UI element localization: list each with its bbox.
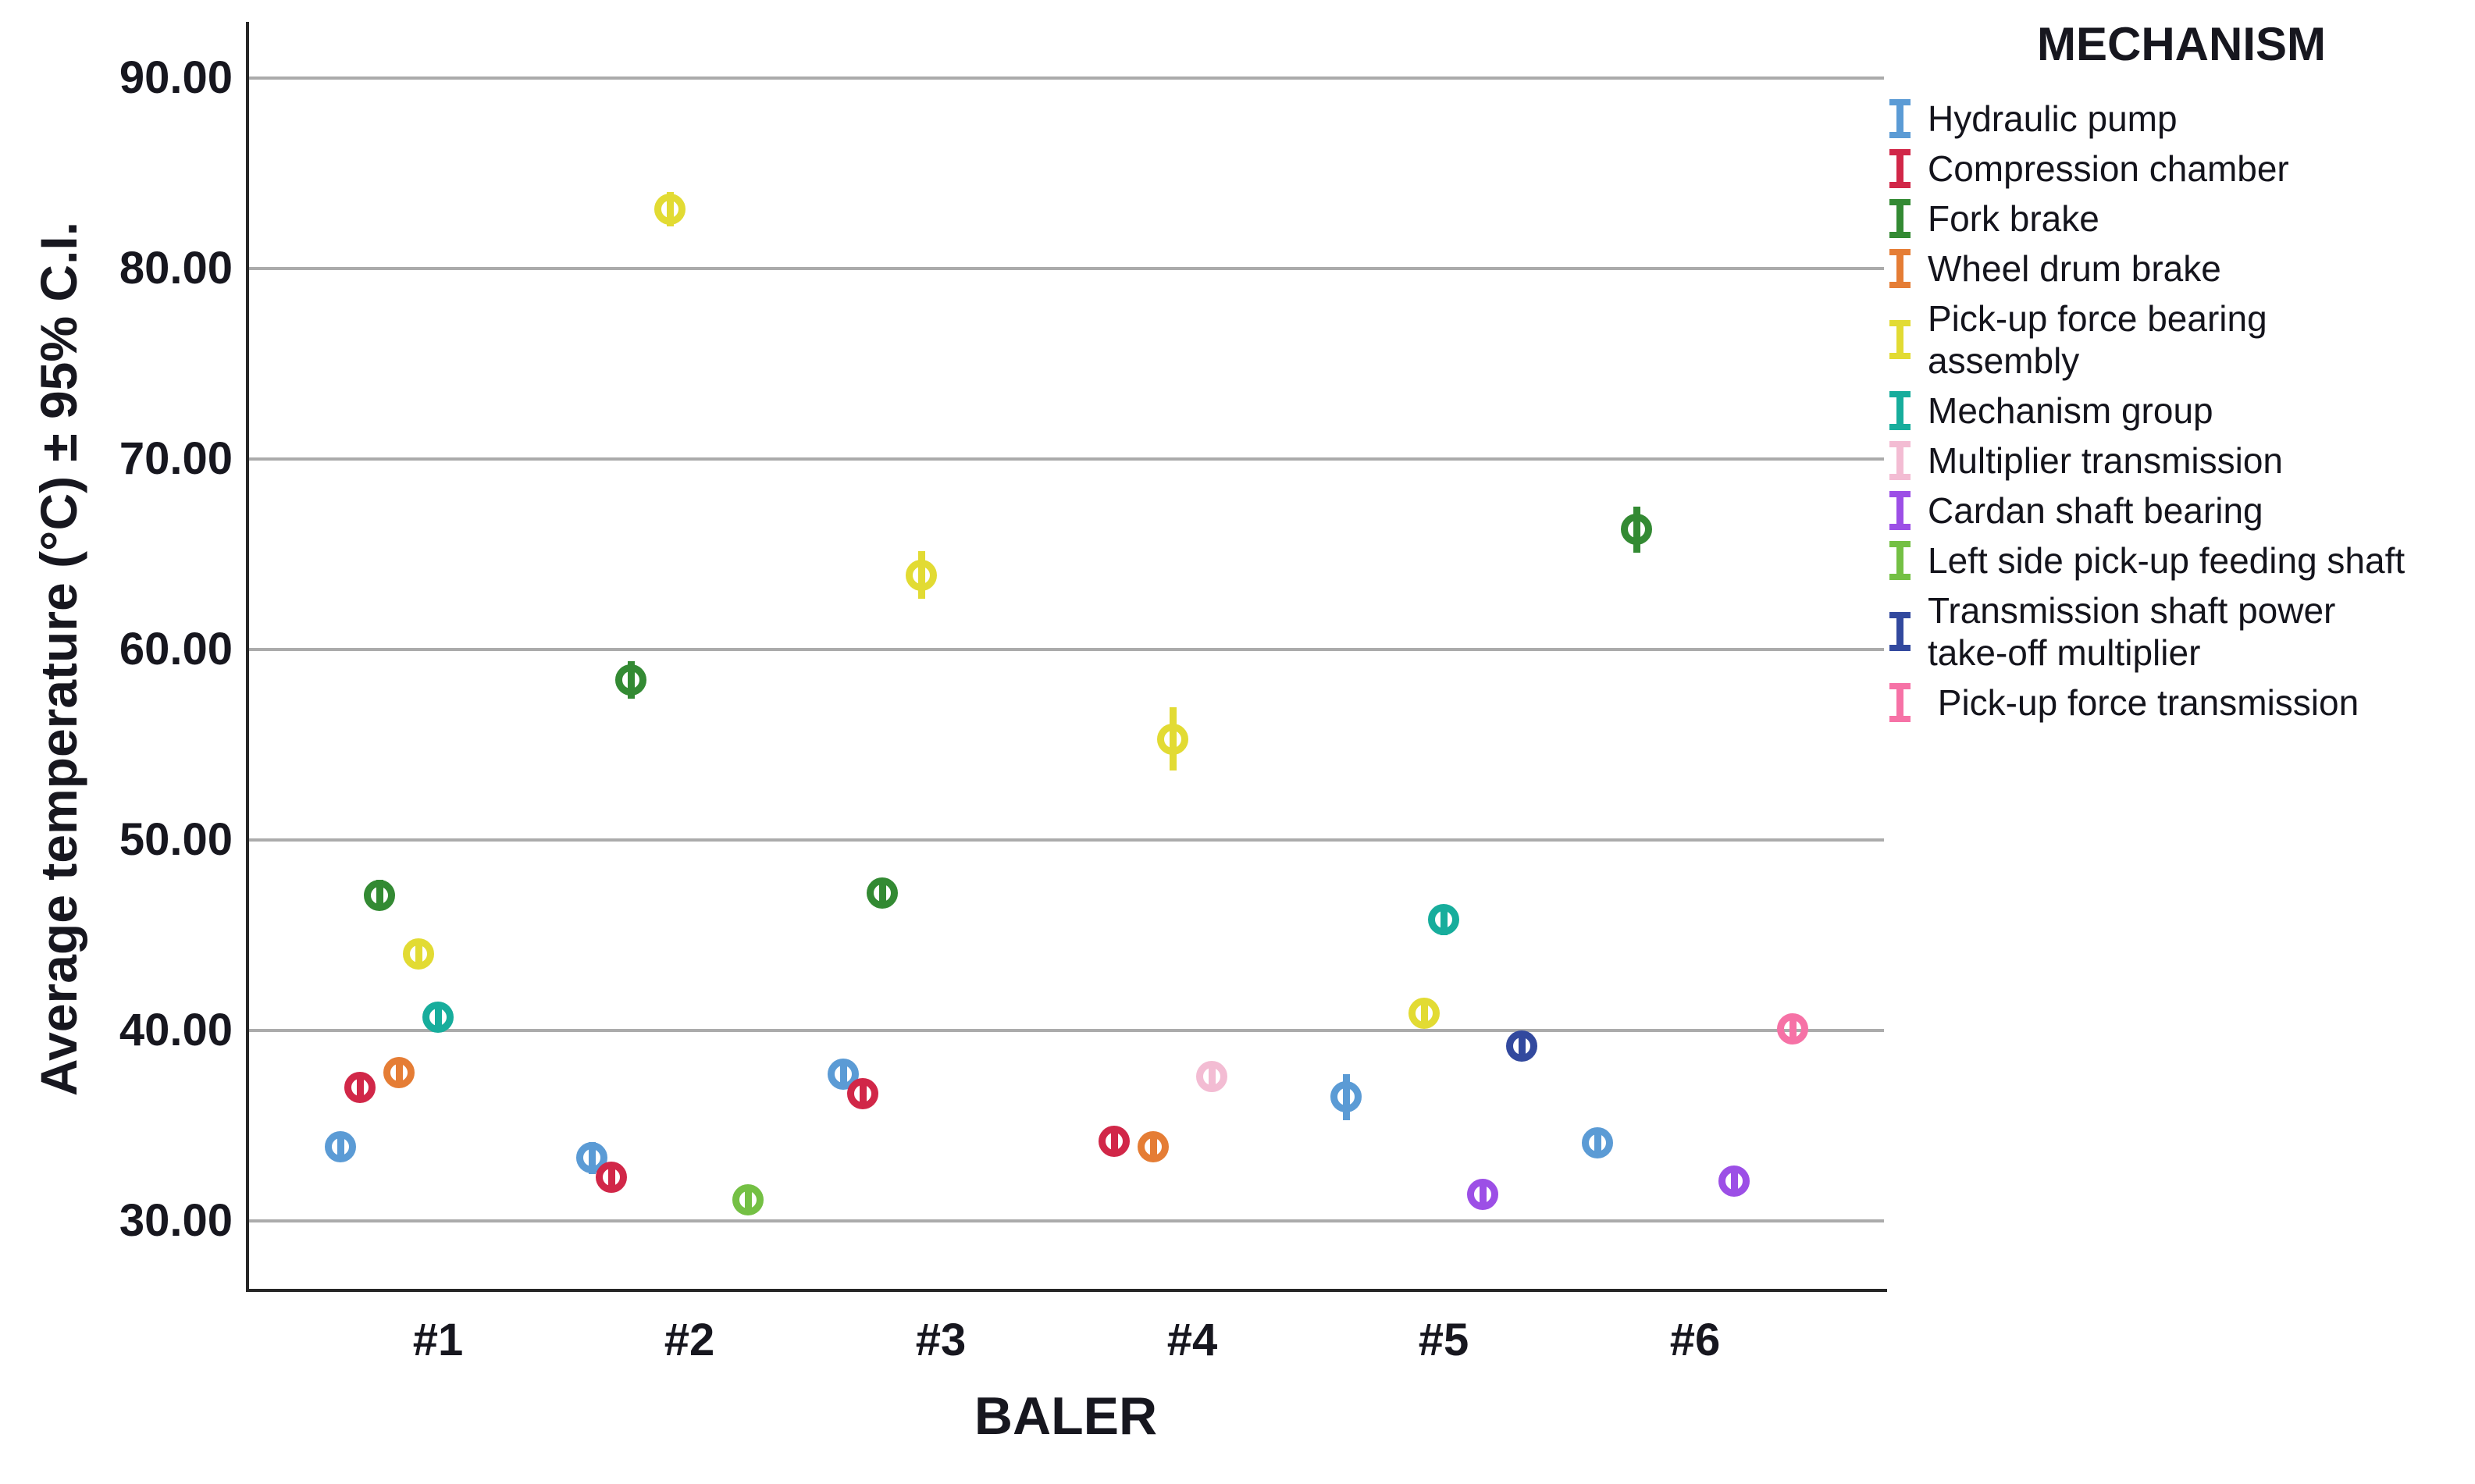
legend-item-label: Left side pick-up feeding shaft xyxy=(1928,540,2406,581)
errorbar-legend-icon xyxy=(1889,149,1911,188)
legend-items: Hydraulic pump Compression chamber Fork br… xyxy=(1889,98,2473,724)
errorbar-legend-icon xyxy=(1889,99,1911,138)
mean-point-marker xyxy=(615,664,646,696)
mean-point-marker xyxy=(1196,1060,1227,1092)
legend-item-label: Mechanism group xyxy=(1928,390,2213,431)
legend-item: Cardan shaft bearing xyxy=(1889,489,2473,532)
mean-point-marker xyxy=(596,1161,627,1193)
mean-point-marker xyxy=(1582,1126,1613,1158)
x-axis-title: BALER xyxy=(974,1386,1158,1446)
errorbar-legend-icon xyxy=(1889,249,1911,288)
mean-point-marker xyxy=(383,1056,415,1088)
gridline-90 xyxy=(249,77,1884,80)
mean-point-marker xyxy=(1138,1130,1169,1162)
errorbar-legend-icon xyxy=(1889,612,1911,651)
legend-item: Hydraulic pump xyxy=(1889,98,2473,140)
mean-point-marker xyxy=(1157,723,1188,755)
legend-item: Pick-up force transmission xyxy=(1889,682,2473,724)
x-tick-label-5: #5 xyxy=(1418,1315,1469,1365)
mean-point-marker xyxy=(1506,1030,1537,1062)
mean-point-marker xyxy=(654,194,686,226)
legend-item-label: Hydraulic pump xyxy=(1928,98,2178,139)
mean-point-marker xyxy=(1467,1178,1498,1210)
legend-item: Transmission shaft power take-off multip… xyxy=(1889,589,2473,674)
legend-item-label: Pick-up force transmission xyxy=(1928,682,2359,723)
legend-item: Wheel drum brake xyxy=(1889,247,2473,290)
mean-point-marker xyxy=(422,1001,454,1033)
mean-point-marker xyxy=(1099,1125,1130,1157)
y-tick-label: 60.00 xyxy=(119,624,233,674)
y-tick-label: 30.00 xyxy=(119,1195,233,1246)
gridline-70 xyxy=(249,457,1884,461)
legend-item-label: Pick-up force bearing assembly xyxy=(1928,298,2277,381)
errorbar-legend-icon xyxy=(1889,541,1911,580)
gridline-50 xyxy=(249,838,1884,842)
legend-item-label: Transmission shaft power take-off multip… xyxy=(1928,590,2346,673)
errorbar-legend-icon xyxy=(1889,441,1911,480)
errorbar-legend-icon xyxy=(1889,199,1911,238)
gridline-80 xyxy=(249,267,1884,270)
mean-point-marker xyxy=(1621,514,1652,546)
y-tick-label: 80.00 xyxy=(119,243,233,294)
legend-item: Fork brake xyxy=(1889,198,2473,240)
mean-point-marker xyxy=(1330,1081,1362,1113)
y-tick-label: 50.00 xyxy=(119,814,233,865)
legend-item-label: Fork brake xyxy=(1928,198,2099,239)
errorbar-legend-icon xyxy=(1889,491,1911,530)
mean-point-marker xyxy=(732,1184,764,1216)
legend-item-label: Multiplier transmission xyxy=(1928,440,2284,481)
y-tick-label: 40.00 xyxy=(119,1005,233,1055)
mean-point-marker xyxy=(576,1142,607,1174)
x-tick-label-1: #1 xyxy=(412,1315,464,1365)
mean-point-marker xyxy=(1428,904,1459,936)
y-tick-label: 70.00 xyxy=(119,433,233,484)
legend-item: Multiplier transmission xyxy=(1889,440,2473,482)
mean-point-marker xyxy=(1718,1165,1750,1197)
errorbar-legend-icon xyxy=(1889,391,1911,430)
legend-item: Mechanism group xyxy=(1889,390,2473,432)
mean-point-marker xyxy=(828,1059,859,1091)
mean-point-marker xyxy=(344,1072,376,1104)
mean-point-marker xyxy=(325,1130,356,1162)
x-tick-label-2: #2 xyxy=(664,1315,715,1365)
legend: MECHANISM Hydraulic pump Compression cham… xyxy=(1889,17,2473,731)
legend-item-label: Cardan shaft bearing xyxy=(1928,490,2263,531)
mean-point-marker xyxy=(364,879,395,911)
mean-point-marker xyxy=(867,877,898,909)
legend-item: Pick-up force bearing assembly xyxy=(1889,297,2473,382)
gridline-30 xyxy=(249,1219,1884,1222)
y-axis-title: Average temperature (°C) ± 95% C.I. xyxy=(30,221,87,1097)
mean-point-marker xyxy=(1408,998,1440,1030)
x-tick-label-6: #6 xyxy=(1669,1315,1721,1365)
mean-point-marker xyxy=(906,559,937,591)
x-tick-label-3: #3 xyxy=(915,1315,967,1365)
gridline-40 xyxy=(249,1029,1884,1032)
mean-point-marker xyxy=(1777,1012,1808,1044)
legend-item: Compression chamber xyxy=(1889,148,2473,190)
gridline-60 xyxy=(249,648,1884,651)
y-axis-line xyxy=(246,22,249,1292)
mean-point-marker xyxy=(847,1077,878,1109)
legend-title: MECHANISM xyxy=(2037,18,2326,70)
legend-item-label: Wheel drum brake xyxy=(1928,248,2221,289)
legend-item-label: Compression chamber xyxy=(1928,148,2289,189)
y-tick-label: 90.00 xyxy=(119,52,233,103)
x-tick-label-4: #4 xyxy=(1166,1315,1218,1365)
legend-item: Left side pick-up feeding shaft xyxy=(1889,539,2473,582)
errorbar-legend-icon xyxy=(1889,320,1911,359)
errorbar-legend-icon xyxy=(1889,683,1911,722)
mean-point-marker xyxy=(403,938,434,970)
x-axis-line xyxy=(246,1289,1887,1292)
